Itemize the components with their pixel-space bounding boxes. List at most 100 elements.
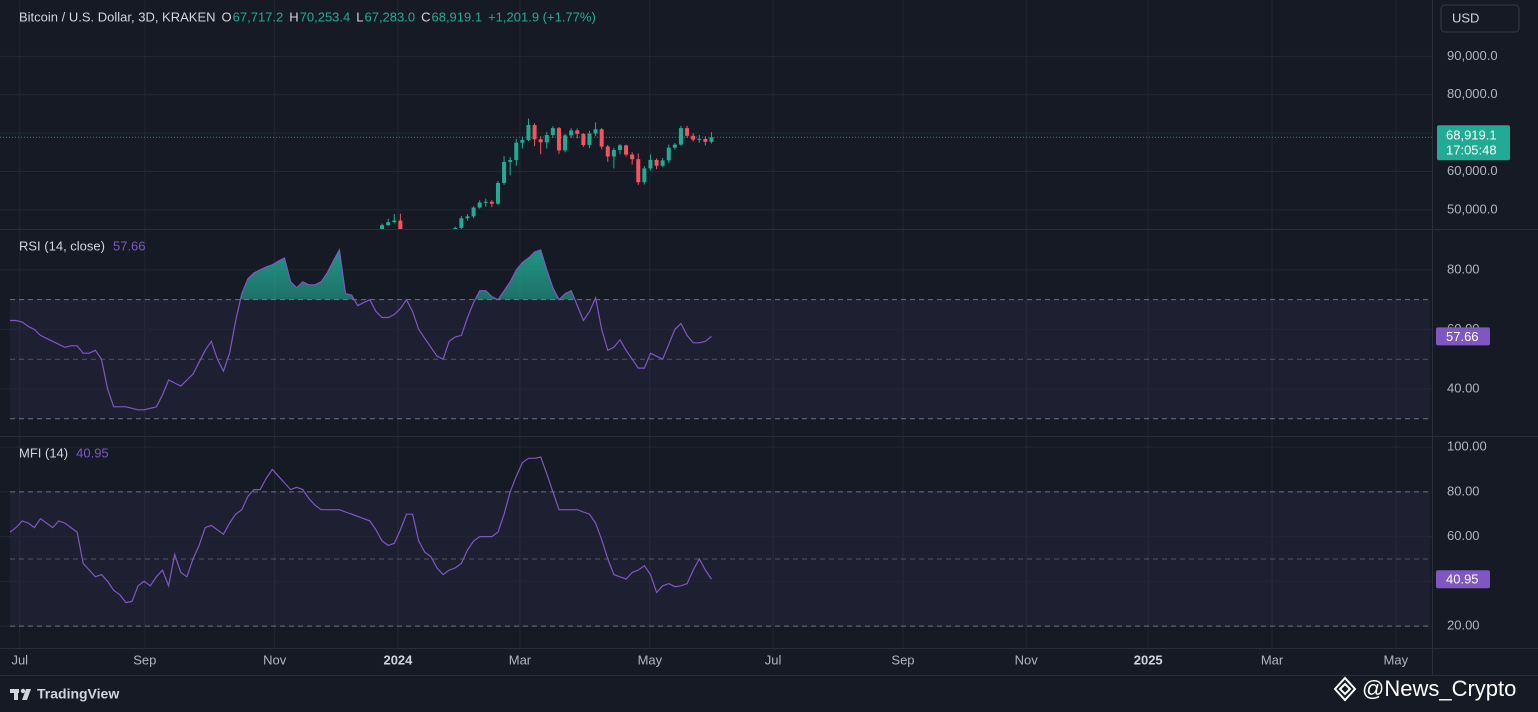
- x-tick-label: Nov: [263, 652, 287, 667]
- brand-name: TradingView: [37, 686, 119, 702]
- candle-body: [465, 216, 470, 219]
- indicator-value-box: [1436, 327, 1490, 346]
- candle-body: [520, 140, 525, 143]
- tradingview-logo: [10, 688, 31, 700]
- currency-label[interactable]: USD: [1452, 10, 1479, 25]
- header-text: L: [356, 9, 363, 24]
- x-tick-label: Sep: [891, 652, 914, 667]
- candle-body: [575, 130, 580, 134]
- indicator-value-box: [1436, 570, 1490, 589]
- candle-body: [599, 129, 604, 147]
- header-text: C: [421, 9, 430, 24]
- watermark-icon: [1333, 676, 1357, 702]
- candle-body: [660, 160, 665, 166]
- y-tick-label: 40.00: [1447, 380, 1480, 395]
- candle-body: [538, 139, 543, 143]
- candle-body: [532, 125, 537, 140]
- x-tick-label: Sep: [133, 652, 156, 667]
- y-tick-label: 80.00: [1447, 483, 1480, 498]
- x-tick-label: 2024: [383, 652, 413, 667]
- x-tick-label: May: [1384, 652, 1409, 667]
- candle-body: [697, 138, 702, 140]
- header-text: 67,283.0: [364, 9, 415, 24]
- x-tick-label: Jul: [765, 652, 782, 667]
- x-tick-label: May: [638, 652, 663, 667]
- indicator: [9, 456, 712, 604]
- candle-body: [495, 182, 500, 204]
- candle-body: [483, 201, 488, 203]
- x-tick-label: 2025: [1134, 652, 1163, 667]
- candle-body: [556, 128, 561, 151]
- candle-body: [666, 147, 671, 161]
- candle-body: [630, 154, 635, 160]
- candle-body: [563, 135, 568, 151]
- indicator-value-label: 57.66: [1446, 329, 1479, 344]
- candle-body: [703, 138, 708, 142]
- x-tick-label: Mar: [509, 652, 532, 667]
- candle-body: [605, 146, 610, 157]
- header-text: 67,717.2: [233, 9, 284, 24]
- currency-button[interactable]: [1440, 4, 1520, 33]
- candle-body: [611, 149, 616, 157]
- candle-body: [514, 142, 519, 160]
- candle-body: [453, 227, 458, 229]
- x-tick-label: Nov: [1015, 652, 1039, 667]
- indicator-line: [10, 248, 712, 411]
- watermark: @News_Crypto: [1362, 676, 1516, 701]
- candle-body: [685, 128, 690, 136]
- indicator-value: 57.66: [113, 238, 146, 253]
- last-price-label: 68,919.1: [1446, 128, 1497, 143]
- y-tick-label: 100.00: [1447, 439, 1487, 454]
- candle-body: [624, 145, 629, 155]
- candle-body: [502, 161, 507, 183]
- candle-body: [392, 220, 397, 223]
- candle-body: [459, 218, 464, 228]
- candle-body: [489, 201, 494, 204]
- candle-body: [581, 133, 586, 145]
- candle-body: [678, 128, 683, 145]
- candle-body: [569, 130, 574, 136]
- header-text: H: [289, 9, 298, 24]
- x-tick-label: Jul: [11, 652, 28, 667]
- candle-body: [587, 133, 592, 145]
- header-text: Bitcoin / U.S. Dollar, 3D, KRAKEN: [19, 9, 216, 24]
- candle-body: [398, 220, 403, 229]
- y-tick-label: 60.00: [1447, 528, 1480, 543]
- candle-body: [380, 225, 385, 229]
- candle-body: [477, 202, 482, 208]
- candle-body: [617, 145, 622, 150]
- candle-body: [386, 222, 391, 226]
- countdown-label: 17:05:48: [1446, 143, 1497, 158]
- indicator: [10, 248, 712, 411]
- y-tick-label: 80.00: [1447, 261, 1480, 276]
- indicator-line: [9, 456, 712, 604]
- header-text: O: [222, 9, 232, 24]
- y-tick-label: 80,000.0: [1447, 86, 1498, 101]
- candle-body: [642, 168, 647, 183]
- candle-body: [544, 135, 549, 143]
- y-tick-label: 50,000.0: [1447, 201, 1498, 216]
- candle-body: [654, 159, 659, 166]
- candle-body: [593, 129, 598, 134]
- candle-body: [648, 159, 653, 169]
- indicator-title: RSI (14, close): [19, 238, 105, 253]
- candle-body: [709, 137, 714, 142]
- indicator-value-label: 40.95: [1446, 572, 1479, 587]
- y-tick-label: 90,000.0: [1447, 48, 1498, 63]
- indicator-value: 40.95: [76, 445, 109, 460]
- header-text: 68,919.1: [431, 9, 482, 24]
- candle-body: [508, 159, 513, 162]
- last-price-box: [1437, 125, 1510, 161]
- y-tick-label: 60,000.0: [1447, 163, 1498, 178]
- candle-body: [550, 128, 555, 136]
- candle-body: [526, 125, 531, 141]
- x-tick-label: Mar: [1261, 652, 1284, 667]
- y-tick-label: 20.00: [1447, 618, 1480, 633]
- indicator-title: MFI (14): [19, 445, 68, 460]
- candle-body: [636, 159, 641, 183]
- candle-body: [471, 207, 476, 217]
- header-text: 70,253.4: [300, 9, 351, 24]
- header-text: +1,201.9 (+1.77%): [488, 9, 596, 24]
